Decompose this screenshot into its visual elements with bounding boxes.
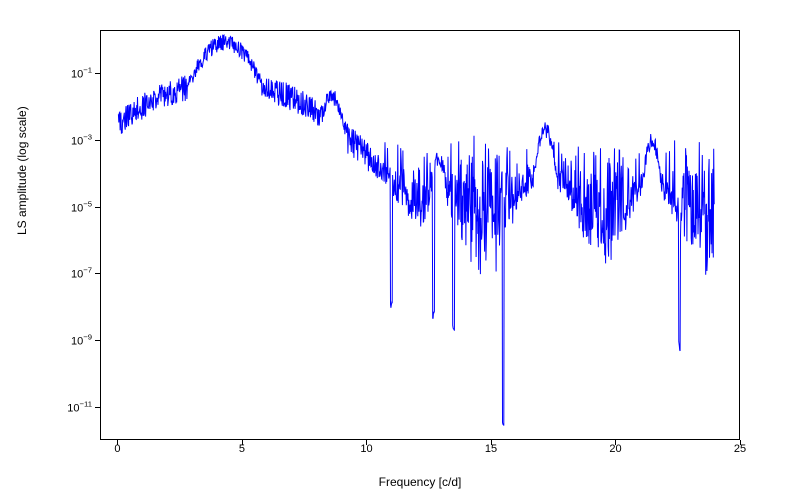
plot-area bbox=[100, 30, 740, 440]
y-tick bbox=[95, 207, 100, 208]
x-tick-label: 25 bbox=[734, 443, 746, 455]
x-axis-label: Frequency [c/d] bbox=[379, 475, 462, 489]
x-tick-label: 10 bbox=[360, 443, 372, 455]
y-tick-label: 10−1 bbox=[32, 66, 92, 81]
y-tick bbox=[95, 407, 100, 408]
y-tick-label: 10−3 bbox=[32, 133, 92, 148]
y-tick-label: 10−5 bbox=[32, 199, 92, 214]
y-tick-label: 10−9 bbox=[32, 333, 92, 348]
y-tick bbox=[95, 73, 100, 74]
spectrum-line bbox=[101, 31, 739, 439]
x-tick-label: 0 bbox=[114, 443, 120, 455]
x-tick-label: 5 bbox=[239, 443, 245, 455]
x-tick-label: 20 bbox=[609, 443, 621, 455]
y-tick-label: 10−7 bbox=[32, 266, 92, 281]
y-tick bbox=[95, 340, 100, 341]
y-tick bbox=[95, 273, 100, 274]
y-tick bbox=[95, 140, 100, 141]
x-tick-label: 15 bbox=[485, 443, 497, 455]
y-axis-label: LS amplitude (log scale) bbox=[15, 106, 29, 235]
y-tick-label: 10−11 bbox=[32, 399, 92, 414]
